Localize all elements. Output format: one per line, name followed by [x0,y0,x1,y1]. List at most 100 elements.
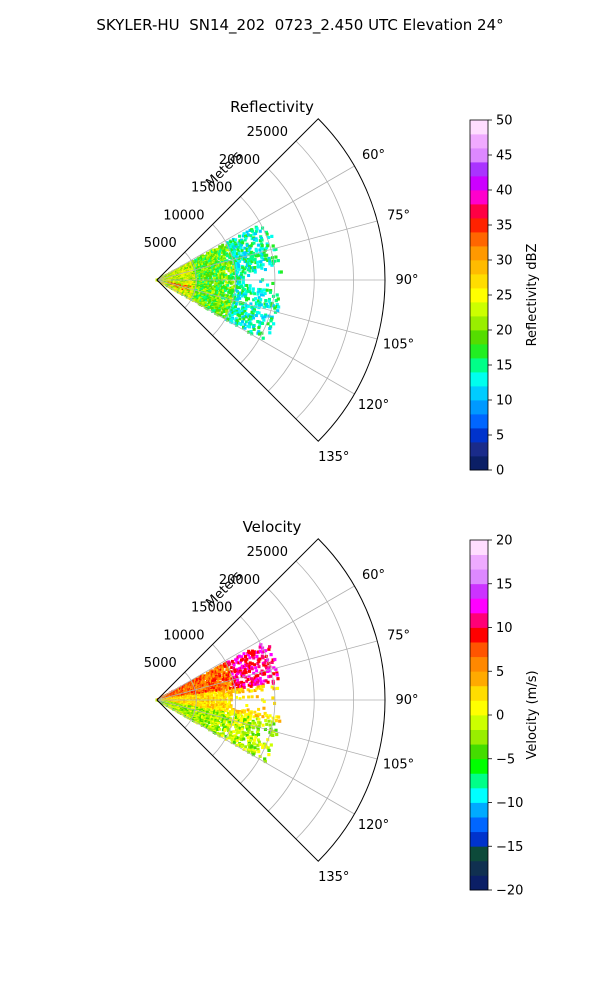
echo-pixel [223,263,226,267]
echo-pixel [216,668,219,672]
echo-pixel [234,309,238,313]
echo-pixel [219,279,223,283]
echo-pixel [221,281,225,285]
echo-pixel [214,276,218,280]
echo-pixel [232,679,236,683]
echo-pixel [219,300,223,304]
echo-pixel [213,679,216,683]
echo-pixel [239,246,243,250]
echo-pixel [216,717,220,721]
echo-pixel [219,684,223,687]
echo-pixel [203,712,207,716]
echo-pixel [236,313,240,317]
echo-pixel [250,237,254,241]
echo-pixel [188,266,191,269]
echo-pixel [268,262,272,266]
echo-pixel [229,281,233,285]
echo-pixel [276,259,280,263]
echo-pixel [210,281,214,284]
echo-pixel [199,269,203,273]
echo-pixel [204,700,207,704]
echo-pixel [252,241,256,245]
echo-pixel [203,694,207,698]
echo-pixel [211,711,214,715]
echo-pixel [225,254,229,258]
echo-pixel [232,711,236,715]
echo-pixel [257,330,261,334]
echo-pixel [211,288,215,292]
echo-pixel [219,714,223,718]
echo-pixel [205,291,209,295]
echo-pixel [245,298,248,302]
echo-pixel [211,726,214,730]
echo-pixel [243,283,247,287]
echo-pixel [238,242,241,246]
echo-pixel [235,255,239,259]
echo-pixel [198,699,202,703]
echo-pixel [259,235,263,239]
echo-pixel [246,244,249,248]
echo-pixel [210,702,214,705]
echo-pixel [219,248,223,252]
echo-pixel [228,731,231,735]
echo-pixel [234,302,238,306]
echo-pixel [204,291,207,294]
echo-pixel [208,299,212,303]
echo-pixel [273,306,277,310]
echo-pixel [233,670,237,674]
echo-pixel [217,733,220,737]
echo-pixel [205,303,208,307]
echo-pixel [240,275,244,279]
echo-pixel [215,256,219,260]
echo-pixel [233,284,237,288]
echo-pixel [217,257,221,260]
echo-pixel [216,273,219,277]
echo-pixel [241,315,245,319]
echo-pixel [213,268,217,272]
echo-pixel [217,270,221,274]
echo-pixel [220,670,224,674]
echo-pixel [238,239,242,243]
echo-pixel [213,706,217,710]
echo-pixel [208,301,211,304]
echo-pixel [220,301,224,305]
echo-pixel [223,695,226,699]
echo-pixel [236,286,240,289]
echo-pixel [257,260,261,264]
echo-pixel [232,709,236,713]
echo-pixel [228,713,232,717]
echo-pixel [226,284,230,287]
echo-pixel [203,273,207,276]
echo-pixel [201,257,204,260]
echo-pixel [229,268,233,271]
echo-pixel [191,274,195,277]
echo-pixel [270,302,274,306]
echo-pixel [202,700,205,704]
echo-pixel [228,291,232,295]
echo-pixel [264,288,268,292]
echo-pixel [249,330,253,334]
echo-pixel [232,689,236,693]
echo-pixel [200,285,203,289]
echo-pixel [212,294,215,298]
echo-pixel [244,320,248,324]
echo-pixel [212,706,215,710]
echo-pixel [245,315,248,319]
echo-pixel [211,671,215,674]
echo-pixel [274,247,278,251]
echo-pixel [228,662,232,666]
echo-pixel [238,234,241,238]
echo-pixel [200,277,204,281]
echo-pixel [213,667,217,671]
echo-pixel [229,705,233,709]
echo-pixel [202,260,206,264]
echo-pixel [252,298,256,302]
echo-pixel [230,672,234,676]
echo-pixel [238,259,242,263]
echo-pixel [256,291,260,295]
echo-pixel [230,243,234,246]
colorbar-swatch [470,134,488,149]
echo-pixel [201,285,205,288]
echo-pixel [248,315,252,319]
echo-pixel [209,695,212,698]
